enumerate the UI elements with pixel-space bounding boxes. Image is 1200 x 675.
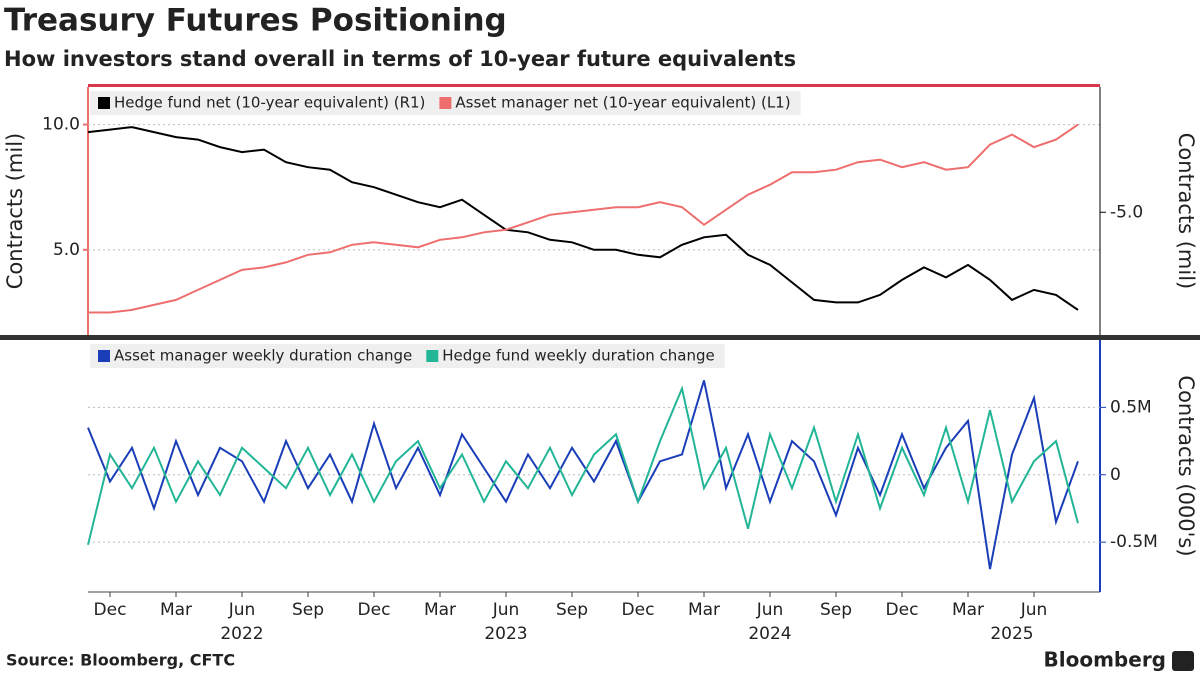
- series-line: [87, 385, 1079, 546]
- x-tick-label: Mar: [424, 600, 456, 620]
- x-year-label: 2025: [990, 624, 1033, 644]
- y2-tick-label: 0.5M: [1110, 397, 1152, 417]
- x-year-label: 2023: [484, 624, 527, 644]
- legend-box: [90, 344, 725, 368]
- x-tick-label: Jun: [228, 600, 256, 620]
- y2-axis-label: Contracts (mil): [1174, 133, 1198, 289]
- y-tick-label: 5.0: [53, 240, 80, 260]
- x-tick-label: Jun: [756, 600, 784, 620]
- x-tick-label: Dec: [622, 600, 655, 620]
- y2-tick-label: -5.0: [1110, 202, 1143, 222]
- x-year-label: 2022: [220, 624, 263, 644]
- series-line: [87, 380, 1079, 570]
- x-tick-label: Jun: [1020, 600, 1048, 620]
- chart-subtitle: How investors stand overall in terms of …: [4, 47, 796, 71]
- x-tick-label: Mar: [952, 600, 984, 620]
- series-line: [88, 123, 1079, 314]
- legend-label: Hedge fund weekly duration change: [442, 347, 714, 365]
- x-year-label: 2024: [748, 624, 791, 644]
- brand-icon: [1172, 651, 1194, 671]
- legend-swatch: [426, 350, 439, 362]
- chart-title: Treasury Futures Positioning: [4, 3, 507, 39]
- x-tick-label: Sep: [556, 600, 588, 620]
- x-tick-label: Sep: [292, 600, 324, 620]
- legend-label: Hedge fund net (10-year equivalent) (R1): [114, 94, 425, 112]
- y2-tick-label: -0.5M: [1110, 532, 1158, 552]
- y2-tick-label: 0: [1110, 465, 1121, 485]
- source: Source: Bloomberg, CFTC: [6, 651, 235, 670]
- x-tick-label: Dec: [886, 600, 919, 620]
- brand: Bloomberg: [1044, 648, 1166, 672]
- top-rule: [88, 84, 1100, 87]
- series-line: [87, 126, 1079, 311]
- x-tick-label: Mar: [160, 600, 192, 620]
- y-tick-label: 10.0: [42, 115, 80, 135]
- y-axis-label: Contracts (mil): [3, 133, 27, 289]
- x-tick-label: Mar: [688, 600, 720, 620]
- panel-separator: [0, 335, 1200, 340]
- legend-swatch: [98, 97, 110, 109]
- legend-swatch: [98, 350, 110, 362]
- x-tick-label: Sep: [820, 600, 852, 620]
- x-tick-label: Dec: [94, 600, 127, 620]
- y2-axis-label: Contracts (000's): [1174, 375, 1198, 556]
- legend-label: Asset manager weekly duration change: [114, 347, 412, 365]
- x-tick-label: Dec: [358, 600, 391, 620]
- legend-swatch: [439, 97, 452, 109]
- x-tick-label: Jun: [492, 600, 520, 620]
- legend-label: Asset manager net (10-year equivalent) (…: [455, 94, 790, 112]
